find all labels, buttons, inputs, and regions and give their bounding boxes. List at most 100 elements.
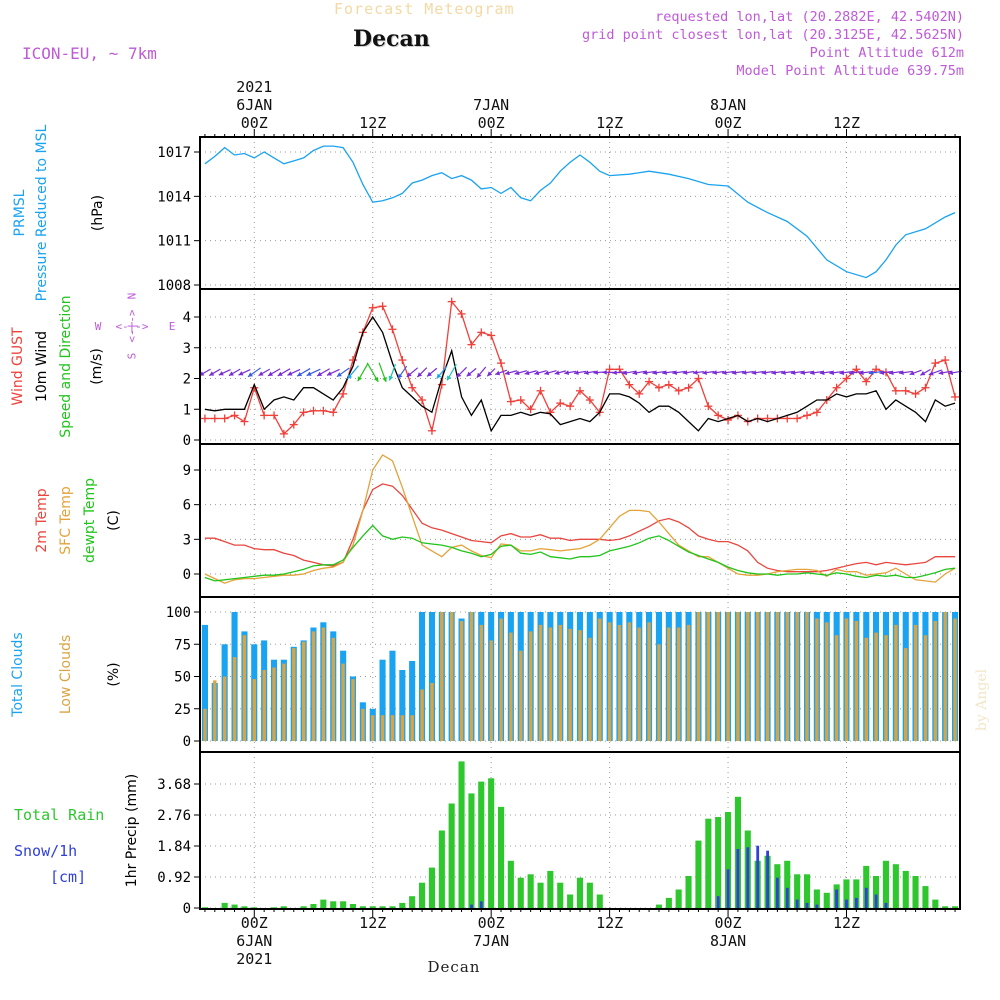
bar-snow-1h <box>884 902 888 908</box>
bar-low-clouds <box>390 715 395 741</box>
y-tick-label: 0 <box>183 734 191 750</box>
compass-west: W <box>95 320 102 333</box>
wind-arrow <box>888 370 903 376</box>
gust-point <box>921 383 930 392</box>
wind-arrow <box>731 370 745 375</box>
bar-total-rain <box>547 870 554 908</box>
bar-snow-1h <box>726 869 730 909</box>
bar-low-clouds <box>331 637 335 741</box>
y-tick-label: 3.68 <box>157 777 191 793</box>
gust-point <box>210 414 219 423</box>
precip-panel: 0 0.92 1.84 2.76 3.68 Total Rain Snow/1h [cm] 1h… <box>14 752 960 917</box>
axis-label: Snow/1h <box>14 842 77 860</box>
wind-arrow <box>466 367 477 377</box>
wind-arrow <box>920 368 931 376</box>
wind-arrow <box>632 370 647 376</box>
bar-total-rain <box>478 781 485 908</box>
wind-arrow <box>208 368 221 377</box>
bar-snow-1h <box>766 850 769 908</box>
y-tick-label: 1.84 <box>157 839 191 855</box>
wind-arrow <box>316 368 330 377</box>
wind-arrow <box>296 368 311 377</box>
bar-total-rain <box>685 876 692 908</box>
bar-low-clouds <box>686 624 691 741</box>
bar-low-clouds <box>874 632 878 741</box>
bar-low-clouds <box>904 648 908 741</box>
series-line-10m-wind <box>204 315 956 433</box>
bar-snow-1h <box>785 887 789 908</box>
bar-low-clouds <box>262 670 266 741</box>
bar-low-clouds <box>203 708 207 742</box>
wind-arrow <box>277 368 291 377</box>
bar-total-rain <box>349 904 356 908</box>
gust-point <box>230 411 239 420</box>
bar-snow-1h <box>805 902 809 908</box>
gust-point <box>585 396 594 405</box>
bar-snow-1h <box>479 901 483 908</box>
bar-total-rain <box>892 864 899 908</box>
bar-snow-1h <box>716 896 720 908</box>
gust-point <box>408 383 417 392</box>
bar-low-clouds <box>756 612 760 741</box>
y-tick-label: 0.92 <box>157 870 191 886</box>
axis-label: 1hr Precip (mm) <box>124 774 140 887</box>
gust-point <box>329 408 338 417</box>
wind-arrow <box>514 370 528 376</box>
y-tick-label: 1 <box>183 402 191 418</box>
bar-total-rain <box>241 906 248 908</box>
bar-low-clouds <box>489 640 493 741</box>
y-tick-label: 100 <box>166 605 191 621</box>
bar-total-rain <box>912 876 919 908</box>
bar-low-clouds <box>311 631 316 741</box>
bar-total-clouds <box>389 650 396 741</box>
wind-arrow <box>306 368 321 377</box>
bar-snow-1h <box>470 904 473 908</box>
bar-snow-1h <box>835 889 838 908</box>
y-tick-label: 0 <box>183 433 191 449</box>
wind-arrow <box>622 370 637 376</box>
wind-arrow <box>486 368 496 377</box>
bar-total-rain <box>300 906 307 908</box>
wind-arrow <box>819 370 834 376</box>
gust-point <box>368 303 377 312</box>
location-title: Decan <box>353 26 430 52</box>
bar-low-clouds <box>815 618 819 741</box>
bar-total-clouds <box>428 612 435 741</box>
gust-point <box>951 392 960 401</box>
gust-point <box>200 414 209 423</box>
gust-point <box>654 383 663 392</box>
gust-point <box>270 411 279 420</box>
bar-low-clouds <box>864 637 868 741</box>
bar-low-clouds <box>598 618 602 741</box>
gust-point <box>625 380 634 389</box>
bar-total-rain <box>952 906 959 908</box>
bar-snow-1h <box>815 904 819 908</box>
wind-arrow <box>858 370 874 376</box>
bar-low-clouds <box>351 679 355 741</box>
bar-low-clouds <box>696 612 701 741</box>
bar-low-clouds <box>499 618 503 741</box>
bar-low-clouds <box>213 680 217 741</box>
gust-point <box>427 426 436 435</box>
bar-total-rain <box>863 865 870 908</box>
bar-total-rain <box>675 889 682 908</box>
axis-label: PRMSL <box>12 189 28 236</box>
gust-point <box>674 386 683 395</box>
wind-arrow <box>899 370 913 376</box>
wind-arrow <box>534 370 547 376</box>
bar-total-rain <box>498 806 505 908</box>
chart-supertitle: Forecast Meteogram <box>334 0 515 18</box>
bar-total-rain <box>695 840 702 908</box>
compass-east: E <box>169 320 176 333</box>
gust-point <box>576 386 584 395</box>
bar-low-clouds <box>726 612 730 741</box>
axis-label: 2m Temp <box>34 488 50 552</box>
gust-point <box>506 397 515 406</box>
bar-low-clouds <box>775 612 780 741</box>
time-label-bottom: 8JAN <box>710 932 746 950</box>
wind-arrow <box>406 367 419 378</box>
wind-arrow <box>583 370 596 375</box>
axis-label: Wind GUST <box>10 327 26 406</box>
bar-total-clouds <box>409 661 416 741</box>
time-label-top: 12Z <box>359 114 386 132</box>
